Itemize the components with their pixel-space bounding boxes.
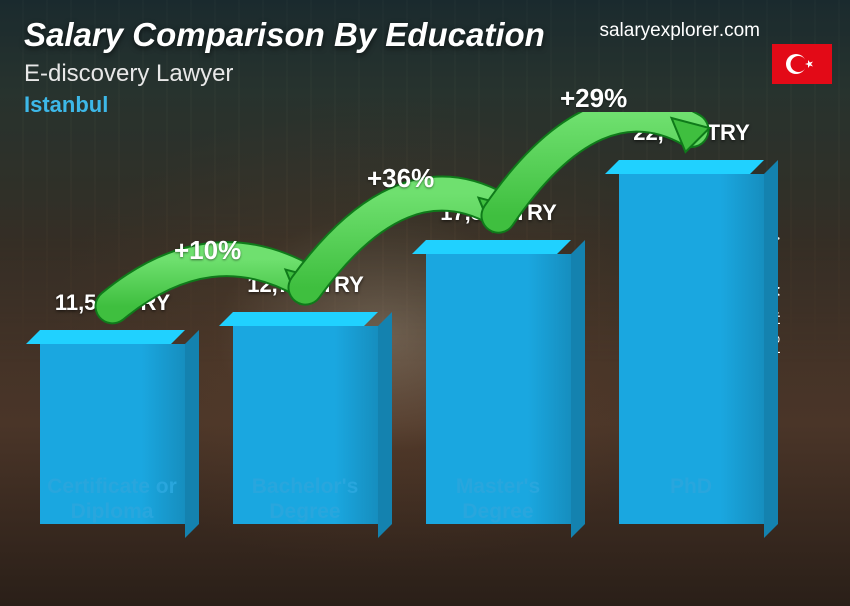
increase-pct-label: +29%: [560, 83, 627, 114]
bar-top-face: [605, 160, 764, 174]
x-axis-label: PhD: [611, 474, 771, 499]
bar-value-label: 17,300 TRY: [426, 200, 571, 226]
bar-top-face: [412, 240, 571, 254]
bar-chart: 11,500 TRYCertificate or Diploma 12,700 T…: [40, 112, 810, 582]
bar-top-face: [26, 330, 185, 344]
bar-group: 17,300 TRYMaster's Degree: [426, 240, 571, 524]
bar-front-face: [619, 174, 764, 524]
brand-domain: .com: [719, 20, 760, 41]
bar-top-face: [219, 312, 378, 326]
flag-icon: [772, 44, 832, 84]
header: Salary Comparison By Education E-discove…: [24, 16, 545, 118]
brand-name: salaryexplorer: [599, 20, 718, 41]
x-axis-label: Bachelor's Degree: [225, 474, 385, 524]
x-axis-label: Certificate or Diploma: [32, 474, 192, 524]
chart-subtitle: E-discovery Lawyer: [24, 60, 545, 88]
bar-value-label: 11,500 TRY: [40, 290, 185, 316]
x-axis-label: Master's Degree: [418, 474, 578, 524]
brand-label: salaryexplorer.com: [599, 20, 760, 42]
chart-title: Salary Comparison By Education: [24, 16, 545, 54]
increase-pct-label: +36%: [367, 163, 434, 194]
bar-value-label: 12,700 TRY: [233, 272, 378, 298]
bar-value-label: 22,400 TRY: [619, 120, 764, 146]
bar-group: 12,700 TRYBachelor's Degree: [233, 312, 378, 524]
bar: [619, 160, 764, 524]
increase-pct-label: +10%: [174, 235, 241, 266]
bar-group: 22,400 TRYPhD: [619, 160, 764, 524]
bar-group: 11,500 TRYCertificate or Diploma: [40, 330, 185, 524]
